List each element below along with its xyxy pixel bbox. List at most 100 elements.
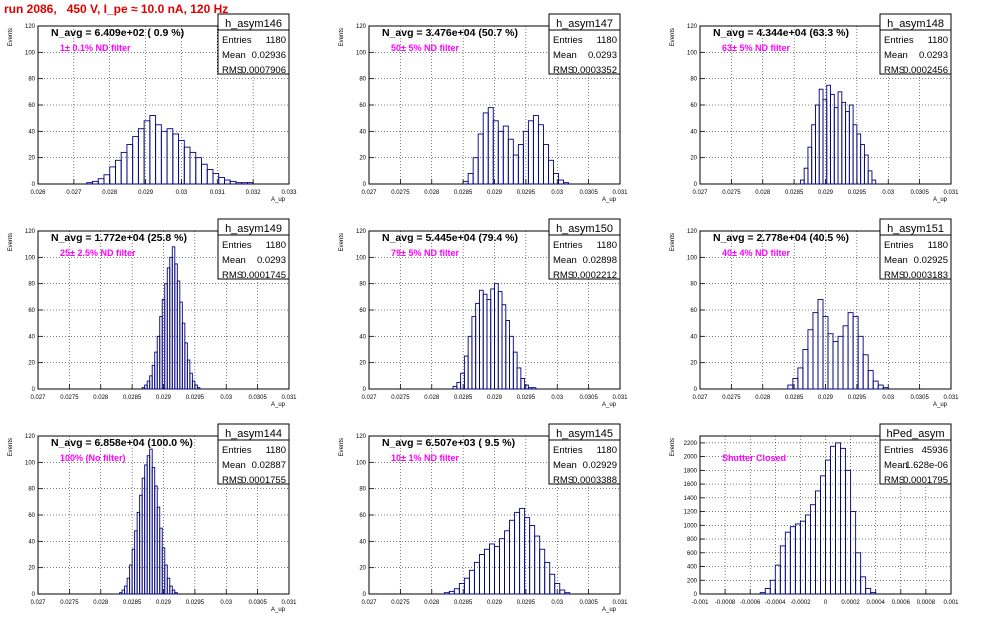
y-tick-label: 100 <box>25 460 36 466</box>
hist-bin <box>794 523 801 595</box>
panel-h_asym144: 0.027 0.0275 0.028 0.0285 0.029 0.0295 0.03 0.0… <box>8 423 297 613</box>
hist-bin <box>471 316 477 390</box>
hist-bin <box>787 384 794 390</box>
hist-bin <box>815 490 821 595</box>
y-tick-label: 2200 <box>684 441 698 447</box>
y-tick-label: 800 <box>687 537 698 543</box>
stats-value-mean: 0.02925 <box>914 255 948 266</box>
stats-value-mean: 0.02936 <box>252 50 286 61</box>
stats-label-entries: Entries <box>884 240 914 251</box>
stats-label-mean: Mean <box>553 460 577 471</box>
x-tick-label: 0.027 <box>361 395 377 401</box>
hist-bin <box>486 299 492 390</box>
stats-box <box>879 423 952 485</box>
hist-bin <box>553 173 559 185</box>
stats-value-rms: 0.0001795 <box>903 475 948 486</box>
hist-bin <box>549 573 556 595</box>
hist-bin <box>842 325 849 390</box>
hist-bin <box>458 583 465 595</box>
hist-bin <box>807 329 814 390</box>
x-tick-label: 0.0275 <box>60 600 79 606</box>
hist-bin <box>178 140 185 185</box>
y-tick-label: 80 <box>359 282 366 288</box>
hist-bin <box>126 144 134 185</box>
stats-hist-name: h_asym148 <box>887 18 944 30</box>
x-axis-label: A_up <box>271 402 286 408</box>
y-tick-label: 40 <box>359 129 366 135</box>
y-tick-label: 120 <box>687 229 698 235</box>
stats-label-mean: Mean <box>222 460 246 471</box>
hist-bin <box>817 299 824 390</box>
hist-bin <box>482 112 489 185</box>
stats-label-entries: Entries <box>222 240 252 251</box>
hist-bin <box>860 576 867 595</box>
plot-title: N_avg = 6.507e+03 ( 9.5 %) <box>382 437 515 449</box>
hist-bin <box>456 381 462 390</box>
stats-value-entries: 1180 <box>597 240 617 251</box>
x-tick-label: 0.028 <box>424 190 440 196</box>
hist-bin <box>524 384 529 390</box>
stats-hist-name: h_asym150 <box>556 223 613 235</box>
hist-bin <box>501 304 507 390</box>
hist-bin <box>809 504 816 595</box>
y-axis-label: Events <box>8 28 14 46</box>
stats-box <box>217 423 290 485</box>
y-axis-label: Events <box>670 28 676 46</box>
stats-label-rms: RMS <box>884 65 905 76</box>
hist-bin <box>241 182 248 185</box>
stats-hist-name: hPed_asym <box>886 428 944 440</box>
stats-label-rms: RMS <box>222 65 243 76</box>
x-tick-label: 0.027 <box>361 190 377 196</box>
hist-bin <box>534 535 541 595</box>
hist-bin <box>807 146 813 185</box>
stats-value-rms: 0.0003352 <box>572 65 617 76</box>
hist-bin <box>847 312 854 390</box>
panel-h_asym151: 0.027 0.0275 0.028 0.0285 0.029 0.0295 0.03 0.0… <box>670 218 959 408</box>
stats-label-mean: Mean <box>884 255 908 266</box>
hist-bin <box>512 154 519 185</box>
hist-bin <box>132 136 139 185</box>
y-tick-label: 40 <box>690 129 697 135</box>
x-tick-label: 0.029 <box>156 395 172 401</box>
x-axis-label: A_up <box>271 607 286 613</box>
hist-bin <box>174 592 178 595</box>
stats-label-rms: RMS <box>884 475 905 486</box>
y-tick-label: 60 <box>359 513 366 519</box>
filter-annotation: 10± 1% ND filter <box>391 453 459 463</box>
y-tick-label: 120 <box>25 229 36 235</box>
x-tick-label: 0.033 <box>281 190 297 196</box>
y-tick-label: 20 <box>690 361 697 367</box>
panel-hPed_asym: -0.001 -0.0008 -0.0006 -0.0004 -0.0002 0 0.000… <box>670 423 959 606</box>
hist-bin <box>502 125 509 185</box>
y-tick-label: 1600 <box>684 482 698 488</box>
stats-value-entries: 1180 <box>266 35 286 46</box>
filter-annotation: 1± 0.1% ND filter <box>60 43 131 53</box>
hist-bin <box>779 545 786 595</box>
hist-bin <box>537 124 544 185</box>
stats-value-mean: 0.02887 <box>252 460 286 471</box>
hist-bin <box>529 525 536 595</box>
hist-bin <box>852 316 859 390</box>
y-tick-label: 100 <box>356 50 367 56</box>
stats-hist-name: h_asym144 <box>225 428 282 440</box>
y-tick-label: 120 <box>356 434 367 440</box>
hist-bin <box>882 387 889 390</box>
hist-bin <box>862 354 869 390</box>
hist-bin <box>196 387 201 390</box>
hist-bin <box>137 128 145 185</box>
filter-annotation: 25± 2.5% ND filter <box>60 248 136 258</box>
y-tick-label: 60 <box>359 103 366 109</box>
panel-h_asym149: 0.027 0.0275 0.028 0.0285 0.029 0.0295 0.03 0.0… <box>8 218 297 408</box>
x-tick-label: 0.027 <box>361 600 377 606</box>
x-tick-label: 0.0305 <box>579 190 598 196</box>
hist-bin <box>865 588 872 595</box>
y-tick-label: 20 <box>690 156 697 162</box>
hist-bin <box>797 367 804 390</box>
hist-bin <box>877 384 884 390</box>
x-tick-label: 0.029 <box>818 190 834 196</box>
y-axis-label: Events <box>339 438 345 456</box>
hist-bin <box>229 180 237 185</box>
y-tick-label: 100 <box>25 255 36 261</box>
stats-hist-name: h_asym146 <box>225 18 282 30</box>
x-tick-label: 0.03 <box>551 395 563 401</box>
